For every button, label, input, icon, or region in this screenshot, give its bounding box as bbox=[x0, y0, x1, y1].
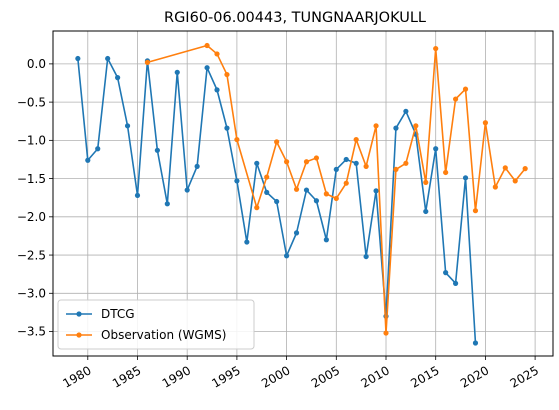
legend-label: DTCG bbox=[101, 307, 135, 321]
series-layer bbox=[75, 42, 528, 346]
data-point bbox=[423, 208, 429, 215]
y-tick-label: −1.5 bbox=[17, 172, 46, 186]
data-point bbox=[134, 192, 141, 199]
y-tick-label: −2.5 bbox=[17, 248, 46, 262]
y-tick-label: −0.5 bbox=[17, 95, 46, 109]
data-point bbox=[254, 160, 260, 166]
data-point bbox=[472, 208, 479, 214]
data-point bbox=[75, 55, 81, 62]
y-tick-label: −3.5 bbox=[17, 325, 46, 339]
data-point bbox=[115, 75, 121, 81]
data-point bbox=[204, 42, 210, 49]
data-point bbox=[433, 146, 439, 152]
data-point bbox=[472, 340, 479, 346]
data-point bbox=[393, 166, 399, 173]
y-tick-label: −3.0 bbox=[17, 286, 46, 300]
data-point bbox=[403, 160, 409, 166]
data-point bbox=[274, 139, 280, 145]
data-point bbox=[194, 163, 200, 169]
data-point bbox=[293, 230, 300, 236]
data-point bbox=[433, 45, 439, 52]
data-point bbox=[264, 174, 270, 180]
plot-frame bbox=[52, 30, 554, 357]
data-point bbox=[164, 201, 170, 207]
data-point bbox=[333, 166, 339, 173]
data-point bbox=[403, 108, 409, 114]
data-point bbox=[343, 156, 349, 163]
data-point bbox=[343, 180, 349, 186]
data-point bbox=[144, 59, 151, 65]
data-point bbox=[373, 188, 379, 194]
data-point bbox=[522, 166, 528, 172]
data-point bbox=[105, 55, 111, 62]
series-observation bbox=[144, 42, 528, 336]
data-point bbox=[502, 165, 508, 171]
data-point bbox=[313, 155, 320, 161]
data-point bbox=[283, 159, 290, 165]
data-point bbox=[313, 198, 320, 204]
data-point bbox=[224, 125, 230, 131]
data-point bbox=[214, 87, 220, 93]
data-point bbox=[363, 253, 369, 260]
data-point bbox=[452, 96, 459, 102]
data-point bbox=[234, 136, 240, 143]
data-point bbox=[482, 120, 489, 126]
data-point bbox=[512, 178, 518, 184]
data-point bbox=[353, 136, 359, 143]
data-point bbox=[224, 71, 230, 78]
data-point bbox=[204, 65, 210, 71]
data-point bbox=[462, 86, 469, 92]
data-point bbox=[443, 270, 449, 276]
data-point bbox=[462, 175, 469, 181]
legend-label: Observation (WGMS) bbox=[101, 328, 226, 342]
data-point bbox=[254, 205, 260, 211]
y-tick-label: 0.0 bbox=[27, 57, 46, 71]
data-point bbox=[393, 125, 399, 131]
data-point bbox=[214, 51, 220, 57]
data-point bbox=[413, 123, 419, 129]
data-point bbox=[423, 179, 429, 186]
gridlines bbox=[53, 31, 553, 356]
legend-box bbox=[57, 299, 255, 350]
y-tick-label: −1.0 bbox=[17, 134, 46, 148]
data-point bbox=[323, 191, 329, 197]
data-point bbox=[124, 123, 131, 129]
legend: DTCG Observation (WGMS) bbox=[57, 299, 255, 350]
data-point bbox=[452, 280, 459, 286]
data-point bbox=[353, 160, 359, 166]
data-point bbox=[274, 198, 280, 205]
legend-marker bbox=[76, 311, 82, 317]
data-point bbox=[303, 187, 310, 193]
data-point bbox=[264, 189, 270, 195]
data-point bbox=[303, 159, 310, 165]
data-point bbox=[283, 253, 290, 259]
data-point bbox=[323, 237, 329, 243]
data-point bbox=[184, 187, 190, 193]
data-point bbox=[373, 123, 379, 129]
data-point bbox=[244, 239, 250, 245]
legend-marker bbox=[76, 332, 82, 338]
y-tick-label: −2.0 bbox=[17, 210, 46, 224]
data-point bbox=[333, 195, 339, 202]
data-point bbox=[383, 330, 389, 336]
data-point bbox=[293, 186, 300, 192]
data-point bbox=[95, 146, 101, 152]
data-point bbox=[85, 157, 91, 163]
chart-title: RGI60-06.00443, TUNGNAARJOKULL bbox=[164, 10, 426, 26]
data-point bbox=[154, 147, 160, 153]
data-point bbox=[363, 163, 369, 169]
data-point bbox=[443, 169, 449, 176]
data-point bbox=[174, 69, 180, 75]
data-point bbox=[234, 178, 240, 184]
data-point bbox=[492, 184, 498, 190]
